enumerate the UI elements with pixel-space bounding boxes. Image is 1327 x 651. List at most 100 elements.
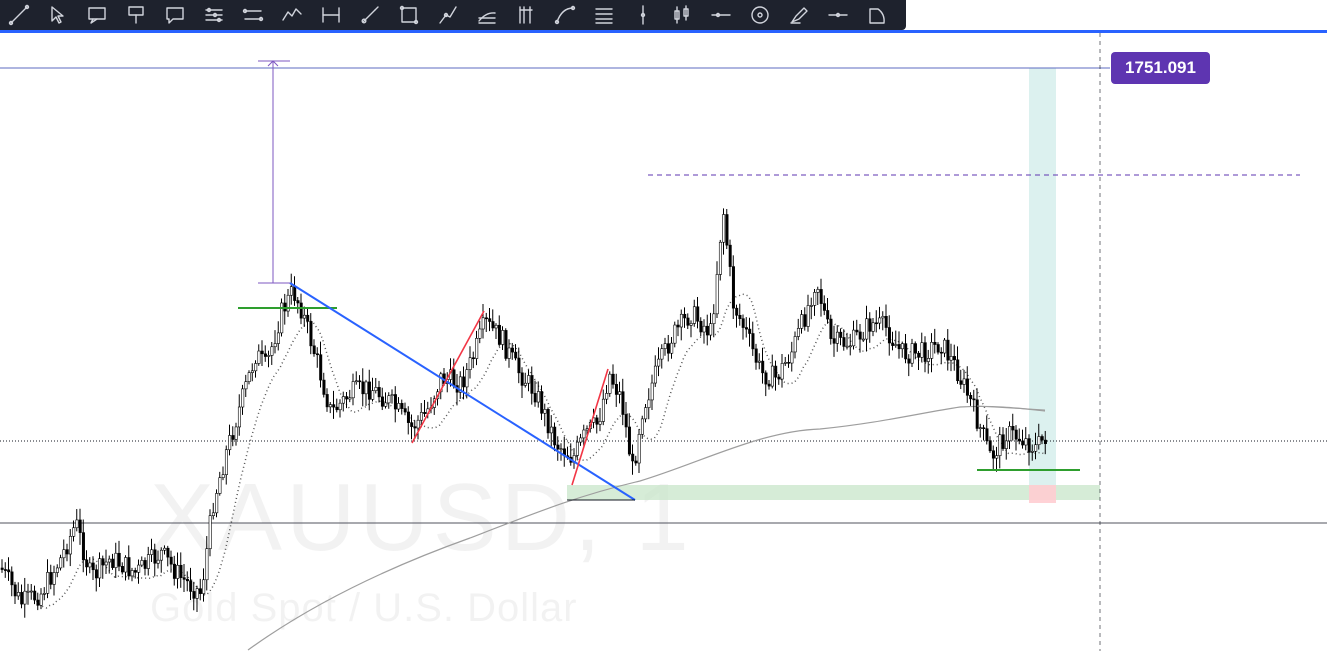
candle-body — [10, 571, 14, 586]
candle-body — [969, 395, 973, 400]
highlighter-tool-button[interactable] — [784, 1, 814, 29]
candle-body — [150, 549, 154, 555]
candle-body — [234, 426, 238, 440]
candle — [972, 389, 976, 412]
date-range-tool-button[interactable] — [316, 1, 346, 29]
candle — [150, 538, 154, 563]
candle — [718, 239, 722, 281]
candle-body — [75, 519, 79, 529]
parallel-channel-tool-button[interactable] — [199, 1, 229, 29]
brush-tool-button[interactable] — [355, 1, 385, 29]
candle-body — [94, 569, 98, 579]
toolbar-accent-bar — [0, 30, 1327, 33]
comment-tool-button[interactable] — [160, 1, 190, 29]
candle-body — [891, 342, 895, 346]
candle-body — [826, 310, 830, 320]
candle — [917, 350, 921, 370]
impulse-leg-2[interactable] — [571, 368, 609, 486]
trend-line-tool-button[interactable] — [4, 1, 34, 29]
vertical-line-tool-button[interactable] — [628, 1, 658, 29]
horizontal-line-tool-button[interactable] — [823, 1, 853, 29]
fib-channel-tool-button[interactable] — [472, 1, 502, 29]
candle — [458, 371, 462, 399]
candle-body — [644, 407, 648, 420]
arrow-cursor-tool-button[interactable] — [43, 1, 73, 29]
moving-average-short[interactable] — [32, 293, 1045, 609]
pitchfork-tool-button[interactable] — [238, 1, 268, 29]
candle — [33, 585, 37, 605]
candle — [416, 415, 420, 440]
circle-target-icon — [751, 6, 769, 24]
candle — [468, 346, 472, 379]
candles-tool-button[interactable] — [667, 1, 697, 29]
candle — [640, 415, 644, 439]
candle-body — [215, 493, 219, 514]
candle — [777, 374, 781, 385]
candle — [614, 373, 618, 407]
price-level-label[interactable]: 1751.091 — [1111, 52, 1210, 84]
fib-timezone-tool-button[interactable] — [511, 1, 541, 29]
candle — [312, 339, 316, 357]
candle-body — [939, 351, 943, 354]
callout-tool-button[interactable] — [82, 1, 112, 29]
candle-body — [315, 353, 319, 356]
price-range-measure[interactable] — [258, 60, 290, 284]
candle-body — [845, 345, 849, 348]
candle — [611, 364, 615, 389]
neckline[interactable] — [976, 405, 1046, 411]
impulse-leg-1[interactable] — [411, 310, 485, 444]
candle — [663, 337, 667, 356]
candle-body — [676, 324, 680, 328]
candle-body — [341, 396, 345, 404]
candle — [23, 577, 27, 618]
price-chart[interactable] — [0, 33, 1327, 651]
candle — [29, 584, 33, 600]
candle — [332, 390, 336, 419]
candle — [510, 342, 514, 360]
elliott-wave-tool-button[interactable] — [277, 1, 307, 29]
path-icon — [439, 6, 457, 24]
price-label-tool-button[interactable] — [121, 1, 151, 29]
candle — [637, 428, 641, 473]
target-zone[interactable] — [1029, 68, 1056, 485]
candle — [705, 314, 709, 346]
horizontal-ray-tool-button[interactable] — [706, 1, 736, 29]
candle — [549, 415, 553, 447]
candle-body — [517, 357, 521, 374]
candle — [741, 314, 745, 340]
candle — [965, 366, 969, 403]
stop-zone[interactable] — [1029, 485, 1056, 503]
candle-body — [790, 351, 794, 364]
demand-zone[interactable] — [567, 485, 1100, 500]
candle — [127, 545, 131, 580]
curve-tool-button[interactable] — [550, 1, 580, 29]
candle-body — [809, 305, 813, 307]
candle-body — [120, 566, 124, 573]
arc-tool-button[interactable] — [862, 1, 892, 29]
candle-body — [413, 426, 417, 429]
candle — [1011, 413, 1015, 441]
candle-body — [468, 357, 472, 370]
candle — [1040, 434, 1044, 445]
candle-body — [598, 421, 602, 425]
candle — [657, 347, 661, 377]
candle — [819, 278, 823, 317]
candle-body — [101, 558, 105, 566]
candle-body — [39, 593, 43, 606]
rectangle-tool-button[interactable] — [394, 1, 424, 29]
path-tool-button[interactable] — [433, 1, 463, 29]
comment-icon — [166, 7, 184, 24]
fib-retracement-tool-button[interactable] — [589, 1, 619, 29]
candle — [62, 539, 66, 568]
candle-body — [536, 391, 540, 403]
candle-body — [962, 378, 966, 385]
moving-average-long[interactable] — [247, 405, 1046, 651]
candle — [377, 380, 381, 403]
candle-body — [153, 549, 157, 564]
candle-body — [185, 579, 189, 582]
descending-trendline[interactable] — [289, 282, 636, 501]
candles[interactable] — [0, 208, 1047, 618]
circle-target-tool-button[interactable] — [745, 1, 775, 29]
candle — [0, 559, 4, 573]
candle-body — [364, 381, 368, 395]
